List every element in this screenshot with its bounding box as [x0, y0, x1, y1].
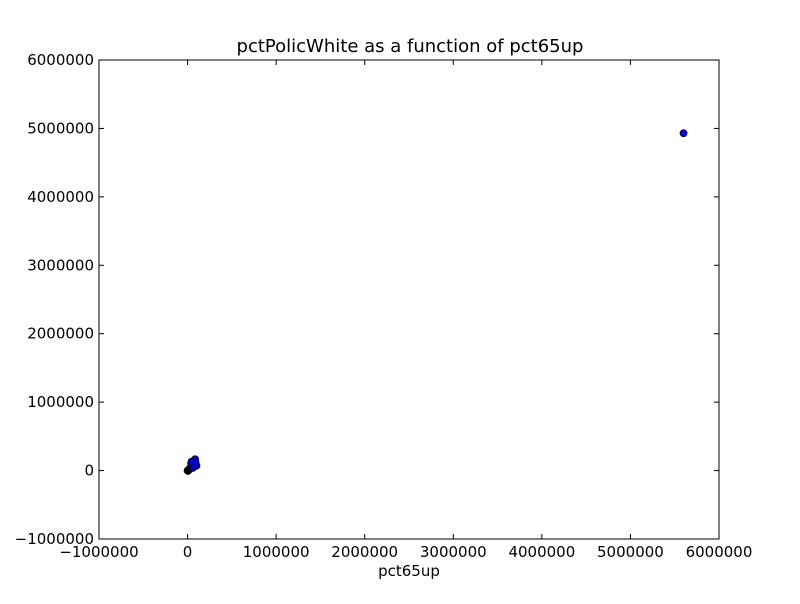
x-axis-label: pct65up [378, 562, 440, 580]
y-axis-ticks: −1000000 0 1000000 2000000 3000000 4000000 500… [15, 51, 719, 548]
plot-frame [98, 59, 720, 540]
x-tick-label: −1000000 [59, 543, 138, 561]
y-tick-label: 2000000 [27, 325, 94, 343]
x-tick-label: 1000000 [243, 543, 310, 561]
x-tick-label: 6000000 [686, 543, 753, 561]
y-tick-label: −1000000 [15, 530, 94, 548]
scatter-point [679, 129, 688, 138]
y-tick-label: 1000000 [27, 393, 94, 411]
x-tick-label: 0 [183, 543, 193, 561]
chart-title: pctPolicWhite as a function of pct65up [237, 36, 584, 57]
plot-border [98, 59, 720, 540]
x-axis-ticks: −1000000 0 1000000 2000000 3000000 4000000 500… [59, 60, 752, 561]
y-tick-label: 6000000 [27, 51, 94, 69]
scatter-point [187, 457, 196, 466]
data-points [183, 129, 688, 475]
y-tick-label: 0 [84, 462, 94, 480]
y-tick-label: 4000000 [27, 188, 94, 206]
y-tick-label: 5000000 [27, 119, 94, 137]
x-tick-label: 2000000 [331, 543, 398, 561]
x-tick-label: 3000000 [420, 543, 487, 561]
y-tick-label: 3000000 [27, 256, 94, 274]
x-tick-label: 5000000 [597, 543, 664, 561]
x-tick-label: 4000000 [508, 543, 575, 561]
